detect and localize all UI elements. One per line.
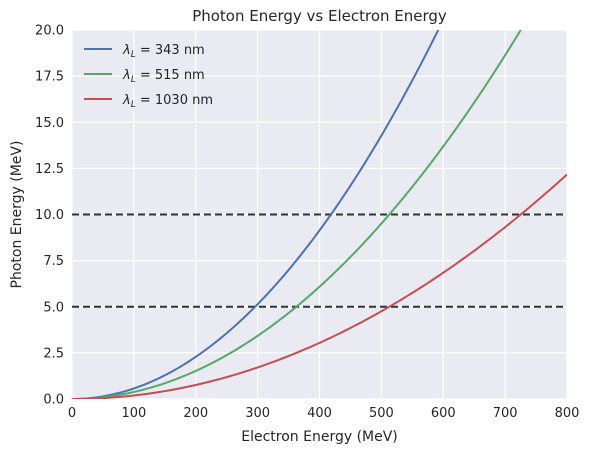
y-tick-label: 5.0 — [43, 300, 64, 315]
x-tick-label: 200 — [183, 406, 208, 421]
legend: λL = 343 nm λL = 515 nm λL = 1030 nm — [84, 43, 213, 110]
x-tick-label: 800 — [555, 406, 580, 421]
x-tick-label: 0 — [68, 406, 76, 421]
x-tick-label: 600 — [431, 406, 456, 421]
x-tick-label: 300 — [245, 406, 270, 421]
series-line — [72, 30, 440, 399]
y-tick-label: 7.5 — [43, 254, 64, 269]
y-tick-label: 2.5 — [43, 346, 64, 361]
y-tick-label: 20.0 — [35, 24, 64, 39]
x-axis-label: Electron Energy (MeV) — [241, 429, 398, 445]
y-axis-label: Photon Energy (MeV) — [9, 141, 25, 289]
y-tick-label: 10.0 — [35, 208, 64, 223]
legend-label: λL = 343 nm — [122, 43, 205, 60]
x-tick-label: 400 — [307, 406, 332, 421]
y-tick-labels: 0.0 2.5 5.0 7.5 10.0 12.5 15.0 17.5 20.0 — [35, 24, 64, 408]
series-group — [72, 30, 567, 399]
chart-title: Photon Energy vs Electron Energy — [192, 7, 447, 25]
legend-label: λL = 1030 nm — [122, 93, 213, 110]
legend-label: λL = 515 nm — [122, 68, 205, 85]
x-tick-label: 500 — [369, 406, 394, 421]
x-tick-label: 100 — [121, 406, 146, 421]
series-line — [72, 30, 522, 399]
reference-lines — [72, 213, 567, 308]
y-tick-label: 15.0 — [35, 116, 64, 131]
y-tick-label: 17.5 — [35, 70, 64, 85]
y-tick-label: 0.0 — [43, 393, 64, 408]
x-tick-label: 700 — [493, 406, 518, 421]
series-line — [72, 173, 567, 399]
y-tick-label: 12.5 — [35, 162, 64, 177]
x-tick-labels: 0 100 200 300 400 500 600 700 800 — [68, 406, 580, 421]
